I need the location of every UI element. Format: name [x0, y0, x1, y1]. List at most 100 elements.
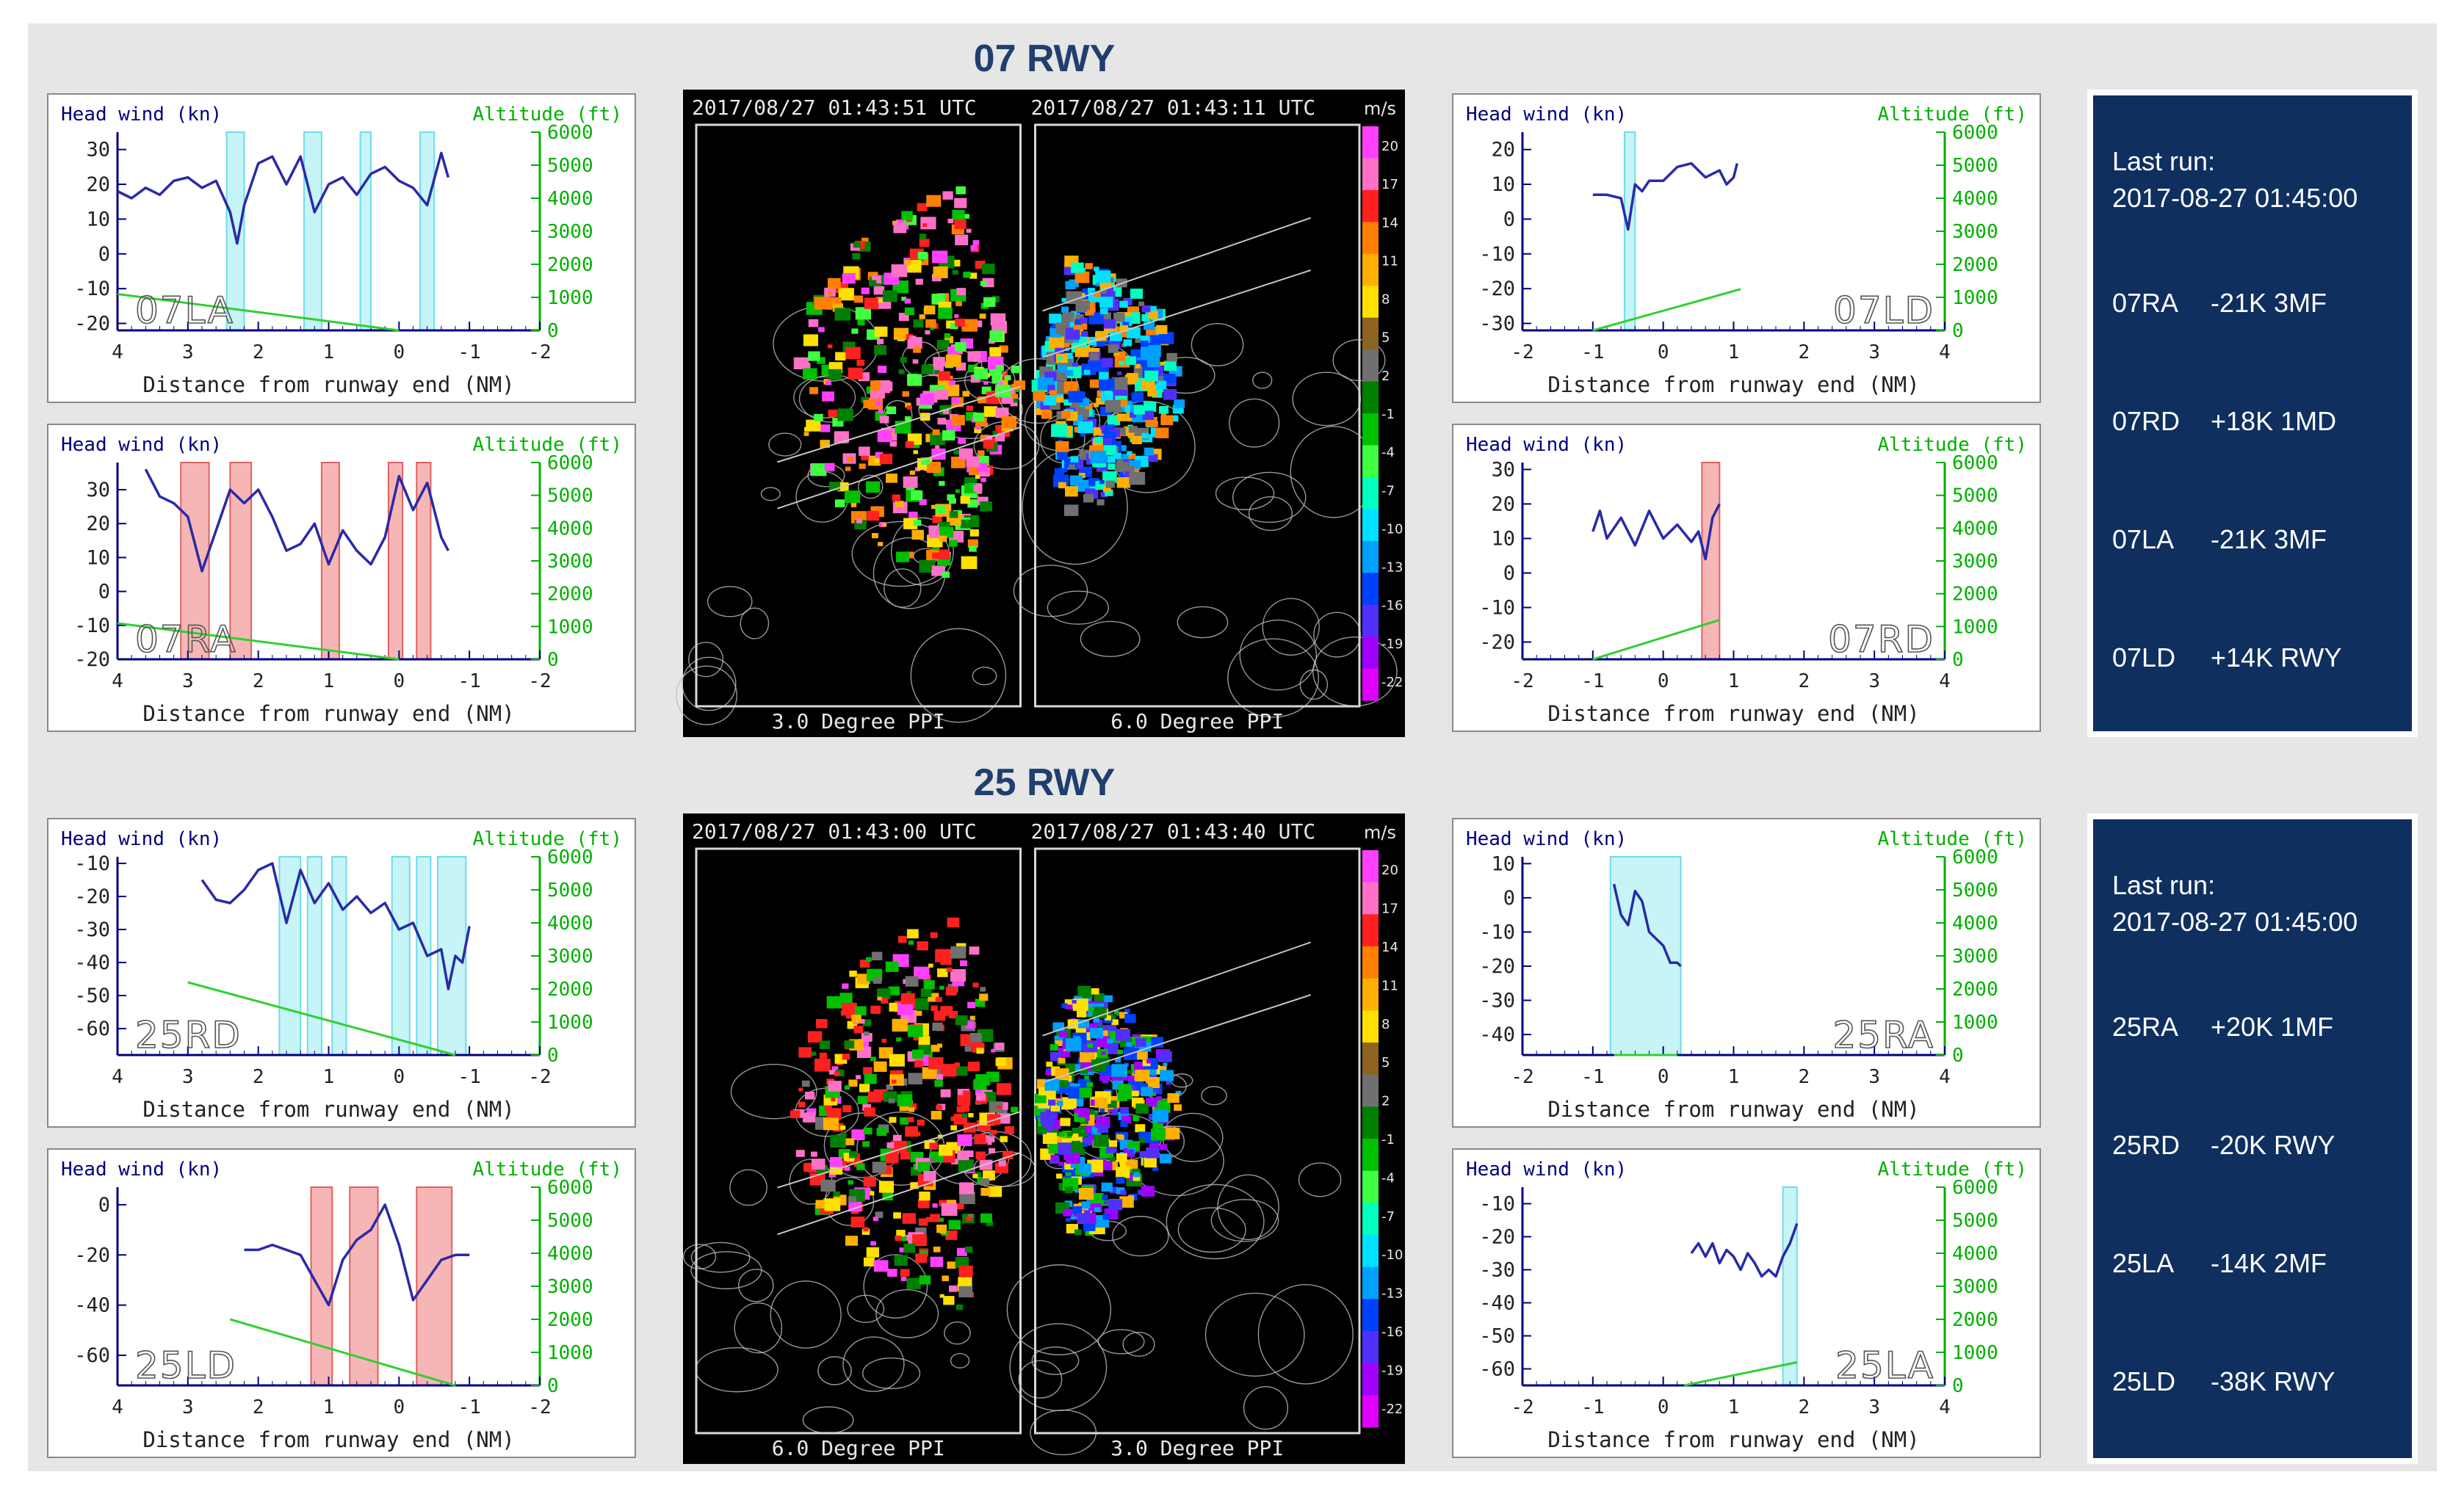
echo-cell: [949, 380, 955, 385]
echo-cell: [900, 1151, 911, 1160]
echo-cell: [920, 560, 932, 570]
y-tick-label: -10: [1479, 243, 1515, 266]
echo-cell: [834, 308, 851, 321]
approach-line: [1042, 994, 1312, 1084]
colorbar-tick: 5: [1381, 330, 1390, 346]
y-axis-title: Head wind (kn): [61, 434, 222, 456]
echo-cell: [1120, 1190, 1127, 1195]
echo-cell: [1156, 1095, 1162, 1101]
echo-cell: [864, 1107, 875, 1117]
echo-cell: [1096, 281, 1102, 286]
echo-cell: [1079, 398, 1090, 407]
echo-cell: [1149, 1037, 1164, 1048]
y2-tick-label: 6000: [1952, 1177, 1998, 1199]
echo-cell: [888, 1098, 895, 1103]
echo-cell: [1000, 373, 1008, 380]
echo-cell: [906, 405, 912, 410]
echo-cell: [848, 367, 863, 380]
y-tick-label: 10: [86, 208, 110, 231]
echo-cell: [998, 1160, 1006, 1167]
echo-cell: [955, 1304, 964, 1311]
echo-cell: [803, 334, 818, 347]
echo-cell: [900, 357, 907, 363]
radar-echo: [790, 917, 1019, 1311]
contour-ring: [1122, 1331, 1155, 1357]
echo-cell: [845, 1138, 855, 1145]
echo-cell: [1098, 433, 1108, 441]
echo-cell: [917, 1161, 930, 1172]
echo-cell: [919, 1191, 931, 1201]
echo-cell: [900, 1117, 909, 1125]
echo-cell: [990, 313, 1006, 326]
y2-tick-label: 3000: [1952, 1276, 1998, 1298]
echo-cell: [1061, 297, 1067, 302]
y-tick-label: -10: [74, 278, 110, 300]
contour-ring: [690, 1251, 762, 1290]
echo-cell: [1058, 1031, 1067, 1037]
echo-cell: [1073, 421, 1079, 426]
echo-cell: [935, 445, 940, 449]
echo-cell: [1158, 376, 1167, 383]
y-tick-label: -10: [1479, 1193, 1515, 1216]
echo-cell: [1119, 1160, 1130, 1169]
echo-cell: [1116, 413, 1127, 421]
echo-cell: [1124, 1014, 1136, 1023]
echo-cell: [875, 400, 882, 406]
x-tick-label: -2: [528, 670, 551, 692]
echo-cell: [1163, 373, 1176, 383]
echo-cell: [872, 1217, 878, 1222]
echo-cell: [863, 1067, 872, 1075]
echo-cell: [1087, 1043, 1093, 1048]
contour-ring: [997, 358, 1080, 424]
echo-cell: [917, 1119, 925, 1126]
echo-cell: [904, 260, 911, 266]
echo-cell: [1160, 361, 1165, 366]
echo-cell: [1160, 415, 1174, 426]
echo-cell: [975, 1151, 986, 1160]
echo-cell: [983, 440, 994, 449]
echo-cell: [994, 1043, 1005, 1050]
echo-cell: [983, 1170, 995, 1181]
echo-cell: [1102, 1214, 1110, 1220]
echo-cell: [816, 1019, 828, 1029]
echo-cell: [880, 381, 893, 391]
echo-cell: [832, 303, 843, 312]
colorbar-tick: -22: [1381, 1402, 1403, 1417]
echo-cell: [1001, 416, 1017, 429]
echo-cell: [1105, 388, 1113, 395]
echo-cell: [956, 288, 966, 296]
chart-frame: [1452, 1148, 2041, 1458]
headwind-line: [117, 151, 450, 245]
echo-cell: [841, 1132, 847, 1137]
alert-value: +20K 1MF: [2211, 1012, 2333, 1042]
echo-cell: [864, 1073, 877, 1084]
x-tick-label: 0: [394, 1396, 405, 1418]
echo-cell: [881, 523, 887, 527]
y2-tick-label: 4000: [1952, 1243, 1998, 1265]
echo-cell: [1072, 998, 1088, 1011]
echo-cell: [966, 1021, 975, 1029]
echo-cell: [1130, 349, 1141, 358]
radar-caption: 6.0 Degree PPI: [772, 1436, 945, 1460]
echo-cell: [908, 1073, 923, 1084]
echo-cell: [828, 369, 842, 380]
contour-ring: [890, 517, 954, 586]
x-axis-title: Distance from runway end (NM): [142, 1097, 514, 1122]
echo-cell: [1157, 380, 1167, 388]
chart-panel-07la: 4 3 2 1 0 -1 -23020100-10-20600050004000300020…: [47, 93, 636, 403]
echo-cell: [1065, 486, 1078, 497]
echo-cell: [1089, 379, 1101, 388]
echo-cell: [1071, 262, 1084, 273]
echo-cell: [1140, 340, 1149, 347]
echo-cell: [919, 239, 930, 247]
echo-cell: [801, 1080, 810, 1087]
y-axis-title: Head wind (kn): [1466, 104, 1627, 126]
echo-cell: [852, 253, 861, 260]
echo-cell: [870, 380, 884, 391]
echo-cell: [842, 1054, 850, 1060]
echo-cell: [1046, 1068, 1053, 1073]
contour-ring: [793, 376, 856, 418]
echo-cell: [1139, 1150, 1148, 1158]
runway-tag: 25RA: [1832, 1014, 1934, 1056]
